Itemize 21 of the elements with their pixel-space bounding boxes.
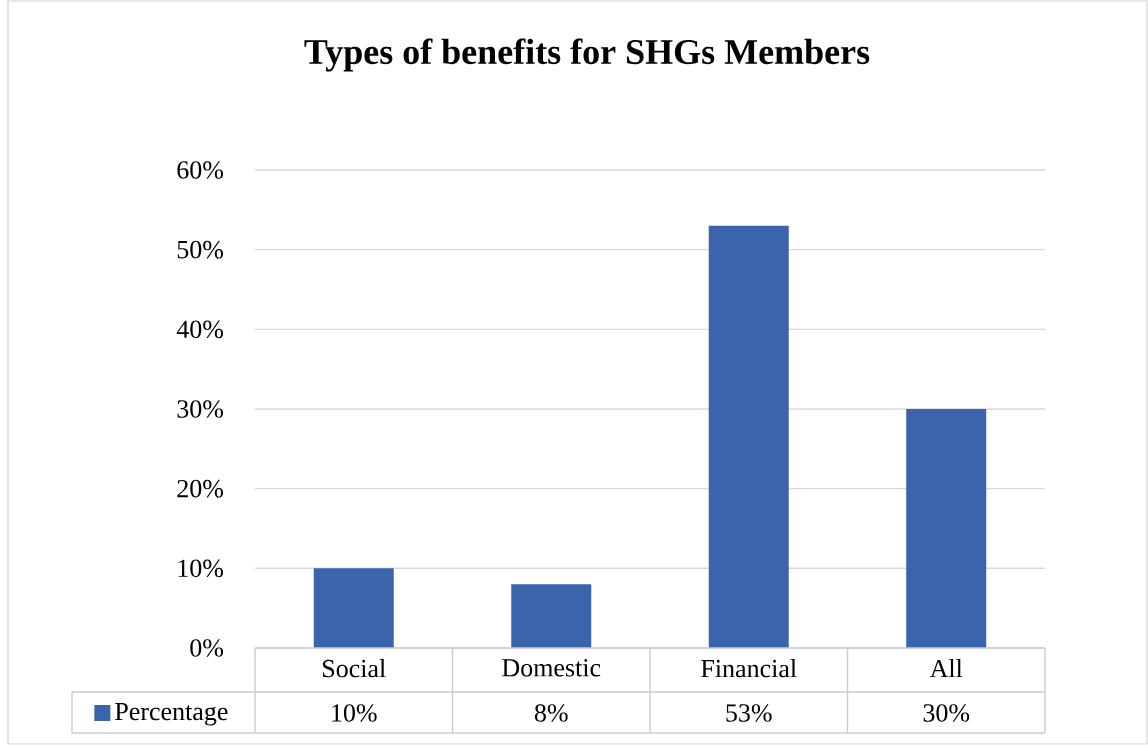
y-tick-label: 30% bbox=[177, 400, 224, 418]
x-tick-label: All bbox=[929, 659, 963, 678]
x-tick-label: Domestic bbox=[502, 659, 601, 677]
bar bbox=[906, 408, 987, 648]
chart-title: Types of benefits for SHGs Members bbox=[304, 38, 870, 72]
x-tick-label: Financial bbox=[701, 659, 797, 678]
y-tick-label: 0% bbox=[190, 639, 224, 657]
bar bbox=[511, 584, 592, 648]
x-tick-label: Social bbox=[322, 659, 386, 678]
legend-label: Percentage bbox=[115, 702, 228, 726]
y-tick-label: 50% bbox=[177, 240, 224, 259]
y-tick-label: 40% bbox=[176, 320, 224, 339]
bar bbox=[313, 568, 394, 648]
data-label: 30% bbox=[923, 704, 970, 722]
data-label: 8% bbox=[534, 704, 568, 722]
y-tick-label: 20% bbox=[177, 479, 224, 498]
data-label: 53% bbox=[726, 704, 772, 722]
data-label: 10% bbox=[332, 704, 377, 722]
y-tick-label: 60% bbox=[177, 161, 224, 179]
bar bbox=[708, 225, 789, 648]
y-tick-label: 10% bbox=[178, 559, 224, 578]
